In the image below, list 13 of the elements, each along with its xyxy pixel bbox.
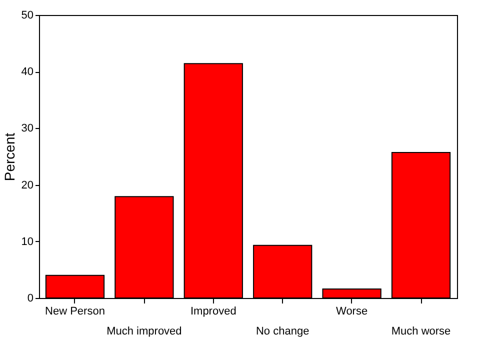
y-tick-label: 10: [21, 236, 34, 248]
y-tick-label: 20: [21, 179, 34, 192]
x-tick-label: Much worse: [391, 326, 451, 338]
x-tick-label: Worse: [336, 306, 368, 318]
x-tick-label: No change: [256, 326, 310, 338]
x-tick-label: Much improved: [106, 326, 182, 338]
y-tick-label: 30: [21, 122, 34, 135]
y-tick-label: 0: [27, 292, 34, 304]
y-tick-label: 50: [21, 10, 34, 22]
x-tick-label: Improved: [190, 306, 236, 318]
y-tick-label: 40: [21, 66, 34, 78]
y-axis-title: Percent: [1, 132, 18, 182]
x-tick-label: New Person: [45, 306, 105, 318]
